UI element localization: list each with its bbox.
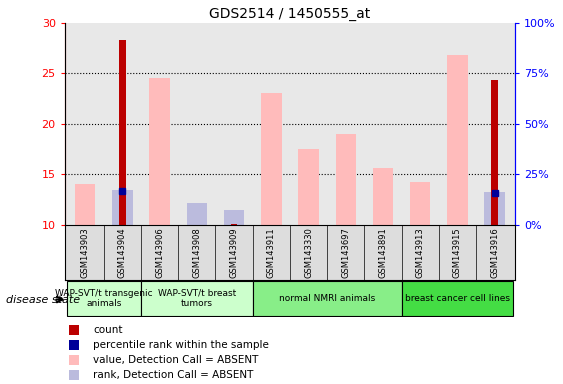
Bar — [75, 184, 96, 225]
Bar — [410, 182, 431, 225]
Bar — [336, 134, 356, 225]
Text: GSM143911: GSM143911 — [267, 227, 276, 278]
Bar — [149, 78, 170, 225]
Title: GDS2514 / 1450555_at: GDS2514 / 1450555_at — [209, 7, 370, 21]
Text: WAP-SVT/t transgenic
animals: WAP-SVT/t transgenic animals — [55, 289, 153, 308]
Bar — [261, 93, 282, 225]
Text: GSM143915: GSM143915 — [453, 227, 462, 278]
Bar — [119, 40, 126, 225]
Bar — [231, 223, 238, 225]
Text: normal NMRI animals: normal NMRI animals — [279, 294, 376, 303]
Text: WAP-SVT/t breast
tumors: WAP-SVT/t breast tumors — [158, 289, 236, 308]
Bar — [336, 192, 356, 225]
Bar — [410, 202, 431, 225]
Text: GSM143908: GSM143908 — [193, 227, 202, 278]
Bar — [149, 191, 170, 225]
Bar — [261, 189, 282, 225]
Bar — [401, 281, 513, 316]
Text: GSM143909: GSM143909 — [230, 227, 239, 278]
Text: GSM143330: GSM143330 — [304, 227, 313, 278]
Bar — [298, 199, 319, 225]
Text: breast cancer cell lines: breast cancer cell lines — [405, 294, 510, 303]
Bar — [447, 55, 468, 225]
Bar — [373, 204, 393, 225]
Text: GSM143891: GSM143891 — [378, 227, 387, 278]
Text: disease state: disease state — [6, 295, 80, 305]
Bar — [66, 281, 141, 316]
Bar — [253, 281, 401, 316]
Bar — [491, 81, 498, 225]
Text: GSM143697: GSM143697 — [341, 227, 350, 278]
Bar — [187, 204, 207, 225]
Bar — [75, 202, 96, 225]
Text: GSM143906: GSM143906 — [155, 227, 164, 278]
Bar — [141, 281, 253, 316]
Text: GSM143916: GSM143916 — [490, 227, 499, 278]
Text: percentile rank within the sample: percentile rank within the sample — [93, 340, 269, 350]
Text: rank, Detection Call = ABSENT: rank, Detection Call = ABSENT — [93, 370, 254, 380]
Text: count: count — [93, 325, 123, 335]
Bar — [447, 186, 468, 225]
Bar — [373, 168, 393, 225]
Bar — [224, 210, 244, 225]
Text: GSM143913: GSM143913 — [415, 227, 425, 278]
Text: GSM143903: GSM143903 — [81, 227, 90, 278]
Bar — [112, 190, 133, 225]
Bar — [298, 149, 319, 225]
Text: GSM143904: GSM143904 — [118, 227, 127, 278]
Text: value, Detection Call = ABSENT: value, Detection Call = ABSENT — [93, 355, 259, 365]
Bar — [484, 192, 505, 225]
